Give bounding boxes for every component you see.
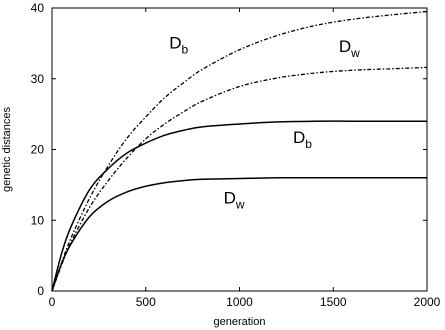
x-tick-label: 1500 [320,295,347,309]
curve-label-3: Db [293,128,312,151]
x-axis-title: generation [214,316,266,328]
solid-curve-3 [51,120,427,292]
curve-label-2: Dw [339,37,360,60]
y-tick-label: 30 [31,72,45,86]
curve-label-1: Db [169,33,188,56]
y-tick-label: 0 [37,284,44,298]
y-tick-label: 40 [31,1,45,15]
curve-label-4: Dw [224,188,245,211]
solid-curve-4 [51,176,427,292]
y-tick-label: 20 [31,143,45,157]
curve-labels: Db Dw Db Dw [169,33,360,211]
axis-ticks: 0 500 1000 1500 2000 0 10 20 30 40 [31,1,441,309]
x-tick-label: 1000 [226,295,253,309]
x-tick-label: 2000 [414,295,441,309]
y-tick-label: 10 [31,213,45,227]
y-axis-title: genetic distances [1,107,13,192]
series-curves [51,10,428,292]
x-tick-label: 0 [49,295,56,309]
x-tick-label: 500 [136,295,156,309]
dashed-curve-2 [51,66,428,292]
dashed-curve-1 [51,10,428,292]
